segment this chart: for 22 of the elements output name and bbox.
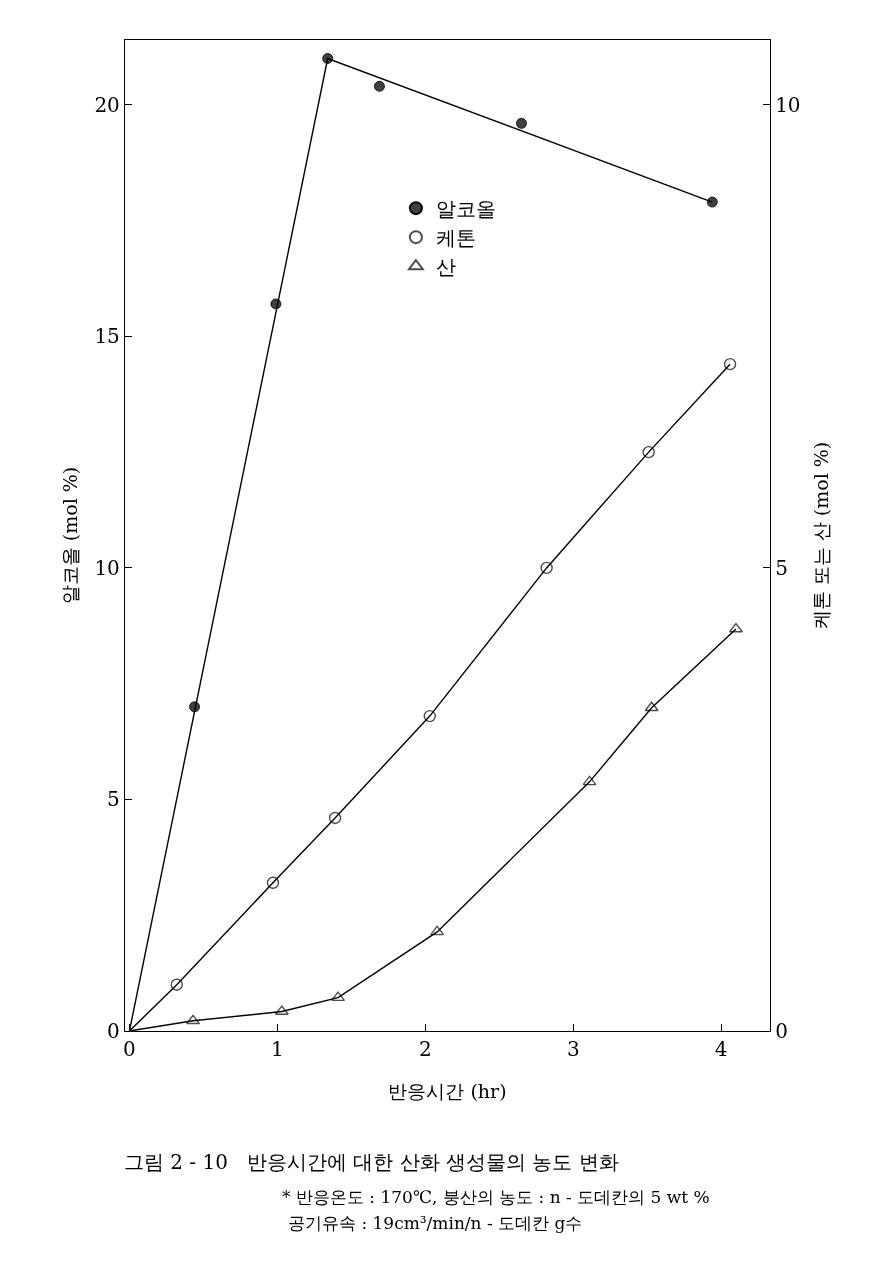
y2-tick-label: 0 (775, 1019, 788, 1043)
x-tick-label: 0 (123, 1037, 136, 1062)
x-tick-label: 3 (566, 1037, 580, 1062)
y-tick-label: 0 (107, 1019, 120, 1043)
text: * 반응온도 : 170℃, 붕산의 농도 : n - 도데칸의 5 wt % (282, 1187, 710, 1207)
x-tick-label: 1 (271, 1037, 284, 1062)
y-axis-title: 알코올 (mol %) (58, 466, 81, 605)
text: 그림 2 - 10 반응시간에 대한 산화 생성물의 농도 변화 (123, 1149, 619, 1174)
x-tick-label: 4 (714, 1037, 728, 1062)
legend-label: 케톤 (435, 225, 476, 250)
text: 공기유속 : 19cm³/min/n - 도데칸 g수 (288, 1213, 583, 1233)
legend-label: 알코올 (435, 196, 496, 221)
x-tick-label: 2 (418, 1037, 432, 1062)
y-tick-label: 10 (94, 555, 120, 580)
y-tick-label: 5 (107, 787, 120, 812)
y2-tick-label: 10 (775, 92, 801, 117)
y-tick-label: 20 (94, 92, 120, 117)
y2-axis-title: 케톤 또는 산 (mol %) (809, 441, 832, 630)
y2-tick-label: 5 (775, 555, 788, 580)
x-axis-title: 반응시간 (hr) (388, 1080, 507, 1103)
y-tick-label: 15 (94, 324, 120, 349)
legend-label: 산 (435, 254, 456, 279)
